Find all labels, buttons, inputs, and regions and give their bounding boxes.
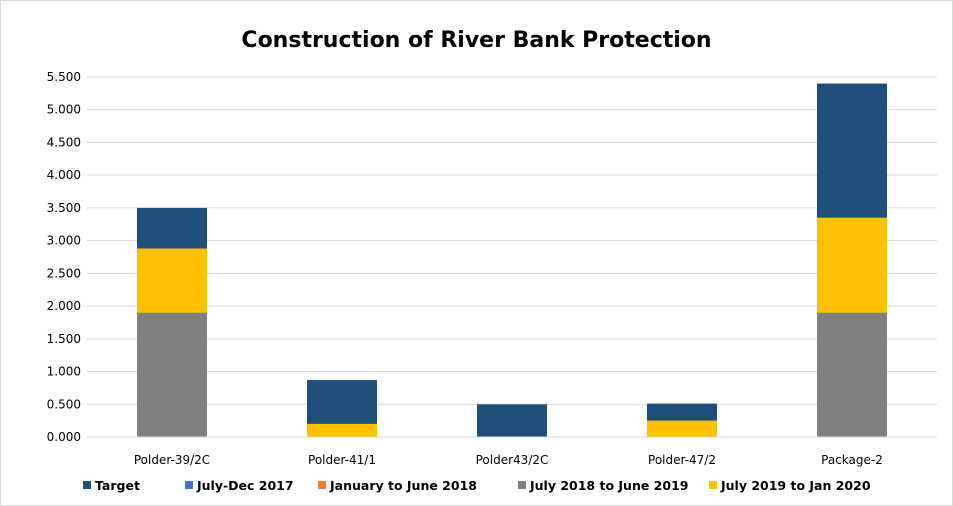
y-tick-label: 2.000: [47, 299, 81, 313]
legend-label-january-to-june-2018: January to June 2018: [329, 478, 477, 493]
bar-july-2018-to-june-2019-package-2: [817, 312, 887, 437]
x-tick-label: Polder-41/1: [308, 453, 376, 467]
y-tick-label: 4.000: [47, 168, 81, 182]
bar-july-2019-to-jan-2020-polder-47-2: [647, 420, 717, 437]
y-tick-label: 1.000: [47, 365, 81, 379]
legend: Target July-Dec 2017 January to June 2018 J…: [83, 478, 871, 493]
bar-target-polder-39-2c: [137, 207, 207, 249]
legend-swatch-target: [83, 481, 91, 489]
legend-label-july-dec-2017: July-Dec 2017: [196, 478, 294, 493]
bar-july-2019-to-jan-2020-package-2: [817, 217, 887, 313]
y-tick-label: 3.500: [47, 201, 81, 215]
axes: 0.000 0.500 1.000 1.500 2.000 2.500 3.000 3.500…: [47, 70, 937, 467]
x-tick-label: Polder-39/2C: [134, 453, 210, 467]
y-tick-label: 5.000: [47, 103, 81, 117]
bar-july-2019-to-jan-2020-polder-41-1: [307, 423, 377, 437]
y-tick-label: 0.000: [47, 430, 81, 444]
y-tick-label: 5.500: [47, 70, 81, 84]
legend-label-july-2019-to-jan-2020: July 2019 to Jan 2020: [720, 478, 871, 493]
legend-swatch-january-to-june-2018: [318, 481, 326, 489]
legend-label-target: Target: [95, 478, 140, 493]
bars: [137, 83, 887, 437]
x-tick-label: Polder43/2C: [476, 453, 549, 467]
bar-target-polder43-2c: [477, 404, 547, 437]
legend-swatch-july-dec-2017: [185, 481, 193, 489]
y-tick-label: 0.500: [47, 397, 81, 411]
y-tick-label: 2.500: [47, 266, 81, 280]
legend-label-july-2018-to-june-2019: July 2018 to June 2019: [529, 478, 688, 493]
bar-july-2018-to-june-2019-polder-39-2c: [137, 312, 207, 437]
bar-target-polder-47-2: [647, 403, 717, 421]
x-tick-label: Package-2: [821, 453, 883, 467]
y-tick-label: 4.500: [47, 135, 81, 149]
legend-swatch-july-2018-to-june-2019: [518, 481, 526, 489]
chart-title: Construction of River Bank Protection: [241, 28, 712, 53]
legend-swatch-july-2019-to-jan-2020: [709, 481, 717, 489]
bar-target-package-2: [817, 83, 887, 218]
y-tick-label: 1.500: [47, 332, 81, 346]
gridlines: [87, 76, 937, 438]
y-tick-label: 3.000: [47, 234, 81, 248]
x-tick-label: Polder-47/2: [648, 453, 716, 467]
bar-july-2019-to-jan-2020-polder-39-2c: [137, 248, 207, 313]
bar-target-polder-41-1: [307, 380, 377, 424]
